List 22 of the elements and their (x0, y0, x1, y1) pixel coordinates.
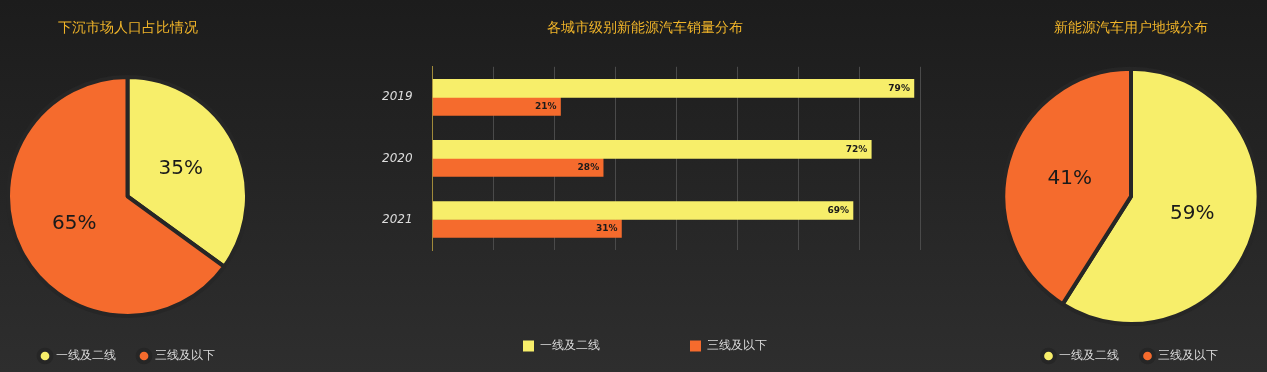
legend-label: 一线及二线 (1059, 348, 1119, 363)
data-label: 35% (158, 155, 203, 180)
legend-label: 一线及二线 (55, 348, 116, 363)
y-tick-label: 2020 (381, 150, 413, 165)
data-label: 31% (595, 222, 618, 233)
data-label: 69% (827, 204, 849, 215)
chart-title: 下沉市场人口占比情况 (57, 19, 198, 36)
legend-label: 三线及以下 (154, 348, 215, 363)
data-label: 65% (52, 209, 97, 234)
y-tick-label: 2019 (381, 89, 413, 104)
data-label: 72% (845, 143, 868, 154)
legend-label: 三线及以下 (707, 338, 767, 353)
data-label: 79% (888, 82, 910, 93)
legend-label: 三线及以下 (1158, 348, 1218, 363)
legend-label: 一线及二线 (540, 338, 600, 353)
chart-title: 各城市级别新能源汽车销量分布 (547, 19, 743, 36)
data-label: 59% (1170, 200, 1215, 225)
chart-title: 新能源汽车用户地域分布 (1054, 19, 1208, 36)
data-label: 28% (577, 161, 600, 172)
data-label: 41% (1047, 164, 1092, 189)
y-tick-label: 2021 (381, 211, 413, 226)
data-label: 21% (534, 100, 557, 111)
